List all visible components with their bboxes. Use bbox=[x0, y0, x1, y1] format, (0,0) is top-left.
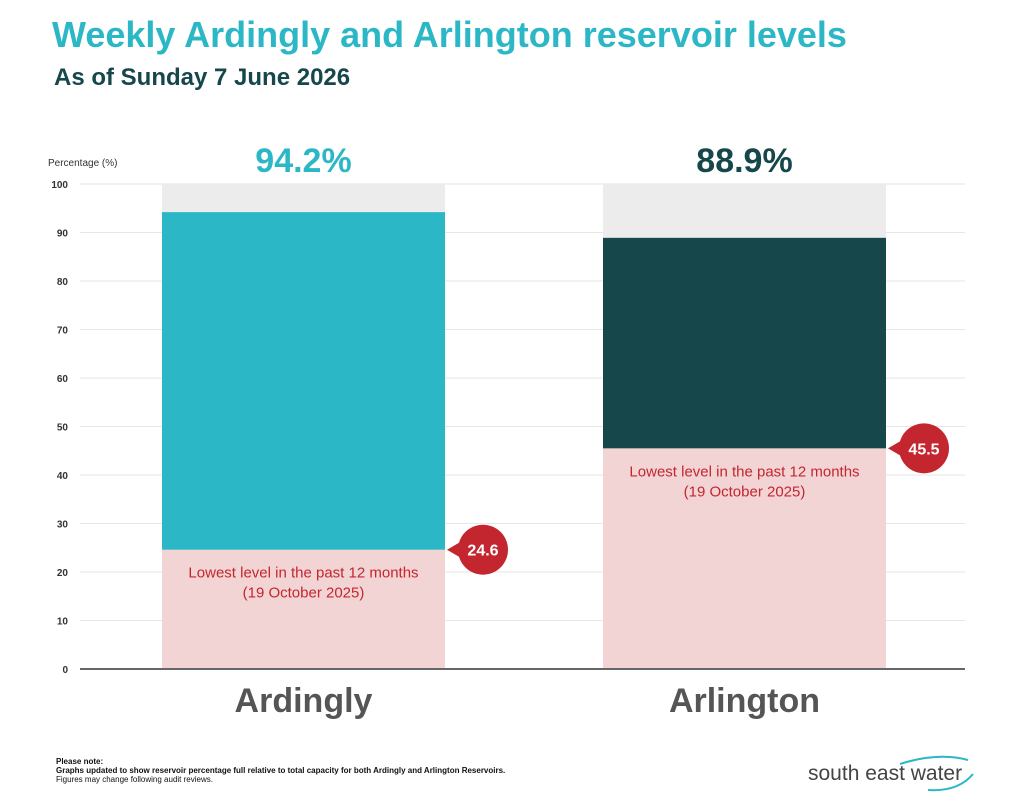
y-tick-label: 80 bbox=[57, 277, 69, 288]
lowest-level-badge bbox=[458, 524, 508, 575]
south-east-water-logo: south east water bbox=[808, 754, 978, 794]
y-tick-label: 100 bbox=[51, 180, 68, 191]
lowest-level-badge-value: 24.6 bbox=[467, 543, 498, 560]
lowest-level-annotation: Lowest level in the past 12 months bbox=[629, 463, 859, 480]
chart-title: Weekly Ardingly and Arlington reservoir … bbox=[52, 14, 847, 55]
footnote-heading: Please note: bbox=[56, 757, 104, 766]
y-tick-label: 10 bbox=[57, 617, 69, 628]
value-label: 94.2% bbox=[255, 142, 351, 180]
lowest-level-annotation: (19 October 2025) bbox=[684, 483, 806, 500]
lowest-level-annotation: (19 October 2025) bbox=[243, 585, 365, 602]
category-label: Arlington bbox=[669, 682, 820, 720]
value-label: 88.9% bbox=[696, 142, 792, 180]
lowest-level-annotation: Lowest level in the past 12 months bbox=[188, 565, 418, 582]
y-tick-label: 30 bbox=[57, 520, 69, 531]
lowest-level-region bbox=[603, 448, 886, 669]
y-tick-label: 20 bbox=[57, 568, 69, 579]
reservoir-bar-chart: 0 10 20 30 40 50 60 70 80 90 100 Percentage (%) Lowe… bbox=[48, 142, 965, 720]
y-axis-label: Percentage (%) bbox=[48, 158, 117, 169]
footnote-line-1: Graphs updated to show reservoir percent… bbox=[56, 766, 506, 775]
category-label: Ardingly bbox=[235, 682, 373, 720]
lowest-level-badge-value: 45.5 bbox=[908, 441, 939, 458]
y-tick-label: 50 bbox=[57, 423, 69, 434]
footnote: Please note: Graphs updated to show rese… bbox=[56, 757, 505, 784]
y-tick-label: 60 bbox=[57, 374, 69, 385]
lowest-level-badge bbox=[899, 423, 949, 474]
chart-subtitle: As of Sunday 7 June 2026 bbox=[54, 64, 351, 91]
y-tick-label: 40 bbox=[57, 471, 69, 482]
footnote-line-2: Figures may change following audit revie… bbox=[56, 775, 213, 784]
y-tick-label: 70 bbox=[57, 326, 69, 337]
y-tick-label: 0 bbox=[62, 665, 68, 676]
logo-text: south east water bbox=[808, 762, 963, 785]
lowest-level-region bbox=[162, 549, 445, 669]
y-tick-label: 90 bbox=[57, 229, 69, 240]
logo-wave-icon bbox=[899, 755, 974, 792]
